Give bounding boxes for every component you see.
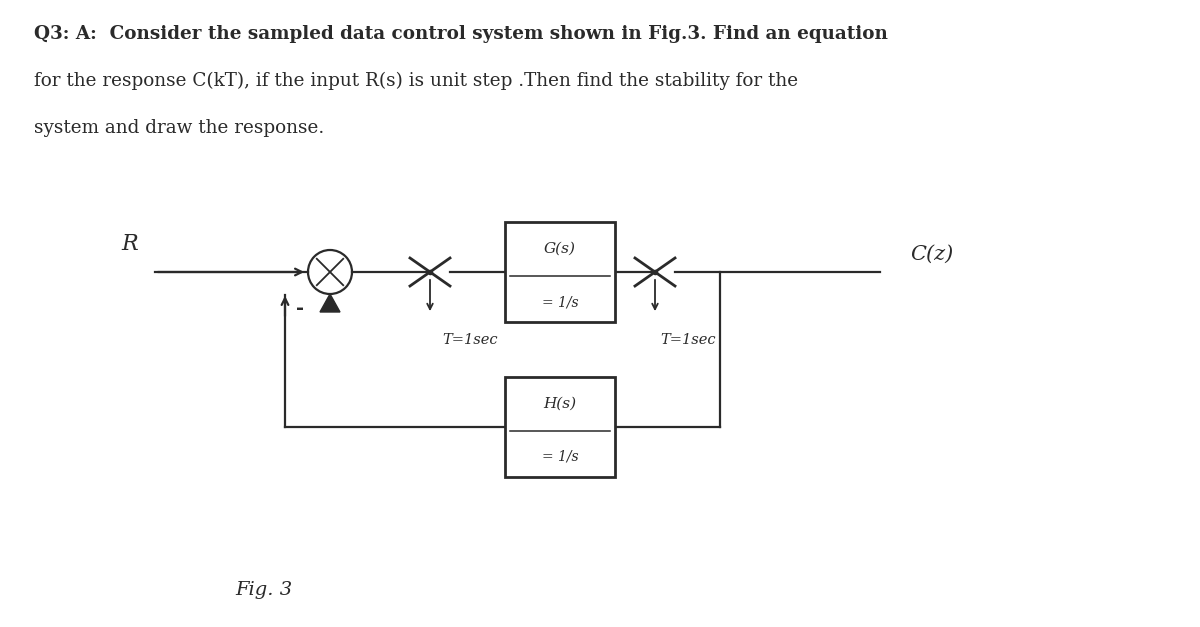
FancyBboxPatch shape	[505, 377, 616, 477]
Text: T=1sec: T=1sec	[660, 333, 715, 347]
Text: for the response C(kT), if the input R(s) is unit step .Then find the stability : for the response C(kT), if the input R(s…	[34, 72, 798, 90]
Text: = 1/s: = 1/s	[541, 450, 578, 464]
Text: Q3: A:  Consider the sampled data control system shown in Fig.3. Find an equatio: Q3: A: Consider the sampled data control…	[34, 25, 888, 43]
Text: G(s): G(s)	[544, 242, 576, 256]
Text: T=1sec: T=1sec	[442, 333, 498, 347]
Text: H(s): H(s)	[544, 397, 576, 411]
Polygon shape	[320, 294, 340, 312]
Text: = 1/s: = 1/s	[541, 295, 578, 309]
Text: R: R	[121, 233, 138, 255]
FancyBboxPatch shape	[505, 222, 616, 322]
Text: Fig. 3: Fig. 3	[235, 581, 293, 599]
Text: system and draw the response.: system and draw the response.	[34, 119, 324, 137]
Text: C(z): C(z)	[910, 245, 953, 264]
Text: -: -	[296, 300, 304, 319]
